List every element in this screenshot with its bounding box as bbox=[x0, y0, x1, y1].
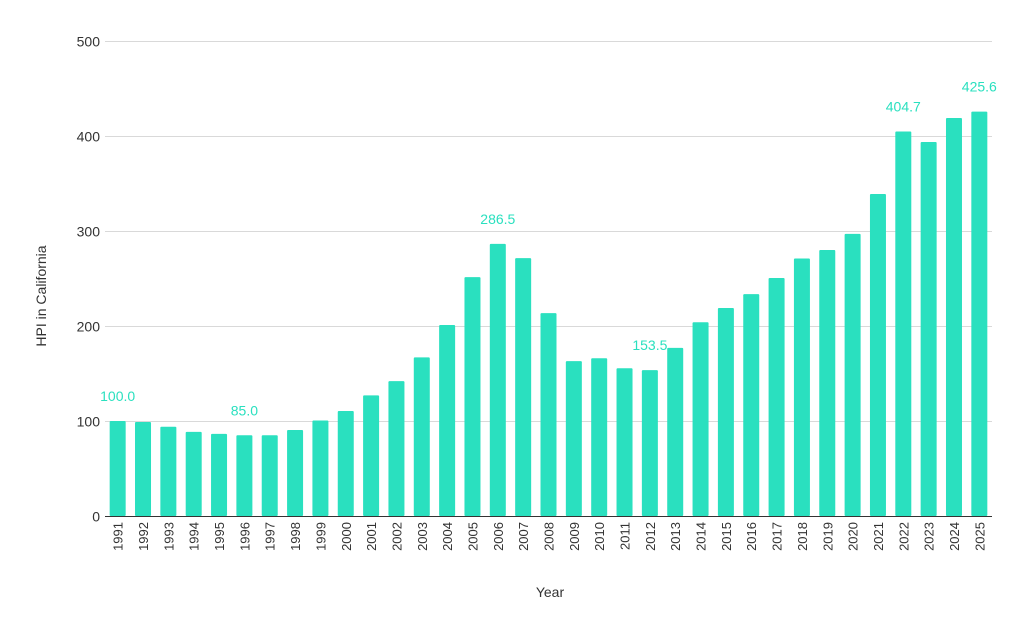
bar-2022 bbox=[895, 131, 912, 516]
x-tick-label: 2022 bbox=[896, 522, 911, 551]
bar-2004 bbox=[439, 325, 456, 516]
y-tick-label: 400 bbox=[77, 129, 101, 145]
bar-2010 bbox=[591, 358, 608, 516]
bar-2001 bbox=[363, 395, 380, 516]
x-tick-label: 2020 bbox=[846, 522, 861, 551]
x-tick-label: 2007 bbox=[516, 522, 531, 551]
bar-2024 bbox=[945, 117, 962, 516]
bar-2020 bbox=[844, 233, 861, 516]
x-tick-label: 2015 bbox=[719, 522, 734, 551]
x-tick-label: 2016 bbox=[744, 522, 759, 551]
gridlines bbox=[105, 41, 992, 422]
bar-1998 bbox=[287, 430, 304, 516]
x-tick-label: 2010 bbox=[592, 522, 607, 551]
bar-2015 bbox=[717, 307, 734, 516]
data-label-1991: 100.0 bbox=[100, 388, 135, 404]
x-tick-label: 2023 bbox=[922, 522, 937, 551]
y-tick-label: 500 bbox=[77, 34, 101, 50]
bar-2023 bbox=[920, 141, 937, 517]
x-tick-label: 1995 bbox=[212, 522, 227, 551]
x-tick-label: 1999 bbox=[313, 522, 328, 551]
x-tick-label: 2002 bbox=[389, 522, 404, 551]
y-axis-title: HPI in California bbox=[33, 245, 49, 346]
bar-2018 bbox=[793, 258, 810, 516]
x-tick-label: 2011 bbox=[618, 522, 633, 550]
bar-2008 bbox=[540, 313, 557, 516]
bar-1997 bbox=[261, 435, 278, 516]
bar-2003 bbox=[413, 357, 430, 516]
data-label-2025: 425.6 bbox=[962, 79, 997, 95]
bar-2009 bbox=[565, 361, 582, 516]
bar-2013 bbox=[667, 347, 684, 516]
data-label-2012: 153.5 bbox=[632, 337, 667, 353]
x-tick-label: 2006 bbox=[491, 522, 506, 551]
x-tick-label: 2001 bbox=[364, 522, 379, 551]
x-tick-label: 2017 bbox=[770, 522, 785, 551]
y-tick-label: 100 bbox=[77, 414, 101, 430]
x-tick-label: 1996 bbox=[237, 522, 252, 551]
y-axis-ticks: 0 100 200 300 400 500 bbox=[77, 34, 101, 525]
data-label-2022: 404.7 bbox=[886, 99, 921, 115]
y-tick-label: 300 bbox=[77, 224, 101, 240]
x-tick-label: 2003 bbox=[415, 522, 430, 551]
x-axis-ticks: 1991 1992 1993 1994 1995 1996 1997 1998 1999 2000… bbox=[111, 522, 988, 551]
bar-1996 bbox=[236, 435, 253, 516]
bar-2021 bbox=[869, 193, 886, 516]
x-tick-label: 1992 bbox=[136, 522, 151, 551]
bar-1992 bbox=[135, 421, 152, 516]
bar-2016 bbox=[743, 294, 760, 516]
bar-1994 bbox=[185, 431, 202, 516]
bar-1999 bbox=[312, 420, 329, 516]
data-labels: 100.0 85.0 286.5 153.5 404.7 425.6 bbox=[100, 79, 997, 419]
bar-2000 bbox=[337, 411, 354, 516]
bar-2006 bbox=[489, 243, 506, 516]
bar-2014 bbox=[692, 322, 709, 516]
x-tick-label: 2009 bbox=[567, 522, 582, 551]
bar-2005 bbox=[464, 277, 481, 516]
x-tick-label: 1991 bbox=[111, 522, 126, 551]
bar-1995 bbox=[211, 433, 228, 516]
x-tick-label: 2018 bbox=[795, 522, 810, 551]
y-tick-label: 200 bbox=[77, 319, 101, 335]
x-tick-label: 2021 bbox=[871, 522, 886, 551]
data-label-2006: 286.5 bbox=[480, 211, 515, 227]
x-tick-label: 2000 bbox=[339, 522, 354, 551]
bar-2025 bbox=[971, 111, 988, 517]
x-tick-label: 2005 bbox=[465, 522, 480, 551]
data-label-1996: 85.0 bbox=[231, 402, 258, 418]
bars bbox=[109, 111, 988, 517]
y-tick-label: 0 bbox=[92, 509, 100, 525]
bar-2019 bbox=[819, 250, 836, 516]
x-tick-label: 1998 bbox=[288, 522, 303, 551]
x-tick-label: 1993 bbox=[161, 522, 176, 551]
x-tick-label: 2013 bbox=[668, 522, 683, 551]
bar-1991 bbox=[109, 421, 126, 516]
bar-1993 bbox=[160, 426, 177, 516]
x-tick-label: 2004 bbox=[440, 522, 455, 551]
bar-2017 bbox=[768, 278, 785, 516]
bar-2011 bbox=[616, 368, 633, 516]
x-tick-label: 2012 bbox=[643, 522, 658, 551]
bar-2002 bbox=[388, 381, 405, 516]
bar-2007 bbox=[515, 258, 532, 516]
x-tick-label: 1994 bbox=[187, 522, 202, 551]
x-tick-label: 2025 bbox=[972, 522, 987, 551]
x-tick-label: 2008 bbox=[542, 522, 557, 551]
x-tick-label: 2024 bbox=[947, 522, 962, 551]
x-axis-title: Year bbox=[536, 584, 565, 600]
bar-2012 bbox=[641, 370, 658, 516]
x-tick-label: 2014 bbox=[694, 522, 709, 551]
x-tick-label: 2019 bbox=[820, 522, 835, 551]
x-tick-label: 1997 bbox=[263, 522, 278, 551]
